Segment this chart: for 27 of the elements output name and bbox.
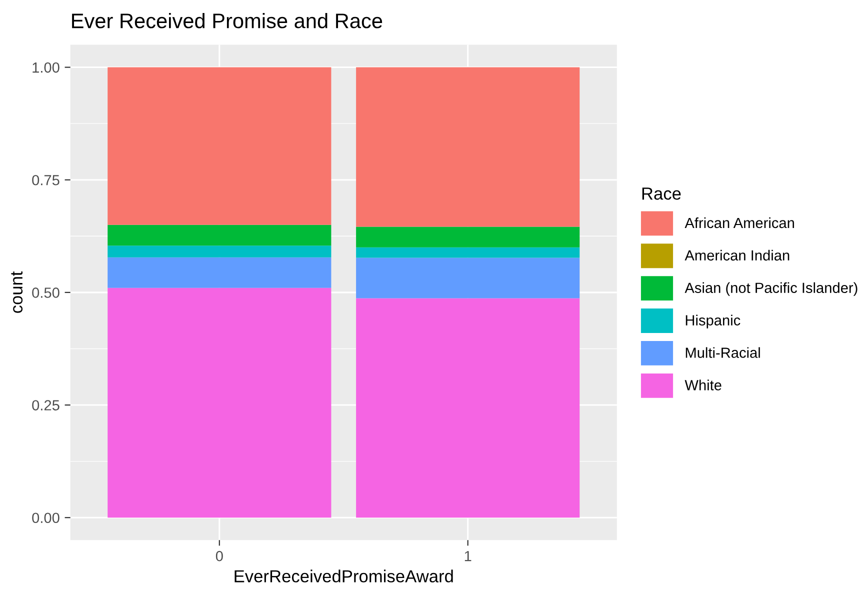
chart-title: Ever Received Promise and Race [72,12,382,28]
legend-label: American Indian [684,250,790,261]
x-tick-label: 1 [464,551,472,562]
bar [356,258,580,298]
legend-label: White [684,380,722,390]
y-tick-label: 1.00 [32,62,60,73]
bar [108,288,332,518]
x-tick-label: 0 [216,550,223,562]
y-tick-label: 0.75 [32,174,60,186]
bar [356,298,580,518]
bar [108,257,332,288]
bar [356,247,580,258]
bar [108,246,332,258]
y-axis-title: count [11,271,23,313]
x-axis-title: EverReceivedPromiseAward [234,570,453,582]
y-tick-label: 0.00 [32,512,60,524]
y-tick-label: 0.25 [32,400,60,410]
bar [356,67,580,227]
legend-label: Asian (not Pacific Islander) [684,282,858,296]
y-tick-label: 0.50 [32,288,60,298]
bar [108,224,332,246]
bar [356,226,580,248]
legend-label: Hispanic [686,314,740,328]
legend-label: Multi-Racial [686,347,760,358]
legend-label: African American [684,217,794,228]
bar [108,67,332,225]
legend-title: Race [642,188,681,200]
